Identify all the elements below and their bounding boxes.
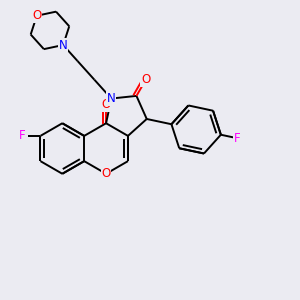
- Text: N: N: [107, 92, 116, 105]
- Text: O: O: [101, 98, 111, 111]
- Text: O: O: [141, 74, 150, 86]
- Text: N: N: [59, 38, 68, 52]
- Text: F: F: [233, 132, 240, 145]
- Text: O: O: [101, 167, 111, 180]
- Text: F: F: [19, 129, 26, 142]
- Text: O: O: [32, 9, 41, 22]
